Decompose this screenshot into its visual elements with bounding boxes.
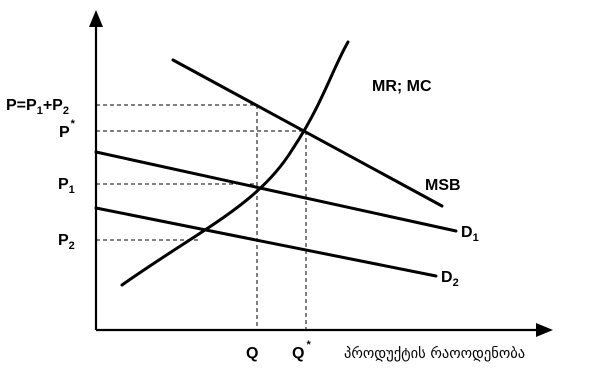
label-p-star: P* bbox=[59, 118, 76, 141]
d1-curve bbox=[94, 150, 458, 233]
axes bbox=[89, 10, 553, 337]
label-q-star: Q * bbox=[292, 339, 311, 362]
y-axis-arrow bbox=[89, 10, 103, 27]
label-msb: MSB bbox=[425, 177, 461, 194]
x-axis-title: პროდუქტის რაოოდენობა bbox=[344, 345, 525, 362]
label-mr-mc: MR; MC bbox=[372, 78, 432, 95]
curves bbox=[94, 40, 458, 287]
label-p1: P1 bbox=[58, 176, 75, 196]
label-q: Q bbox=[246, 345, 258, 362]
msb-curve bbox=[171, 58, 444, 208]
x-axis-arrow bbox=[536, 323, 553, 337]
label-d2: D2 bbox=[441, 269, 459, 289]
label-p-sum: P=P1+P2 bbox=[6, 97, 69, 117]
guide-lines bbox=[96, 104, 307, 330]
d2-curve bbox=[94, 206, 438, 278]
label-d1: D1 bbox=[461, 224, 479, 244]
mr-mc-curve bbox=[120, 40, 350, 287]
label-p2: P2 bbox=[58, 232, 75, 252]
